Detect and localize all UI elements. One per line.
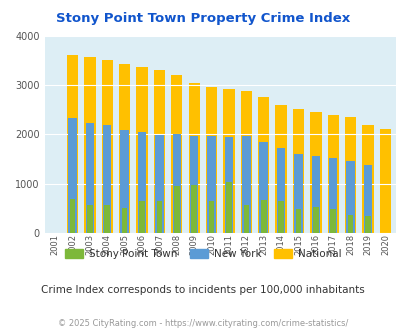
Bar xyxy=(243,205,249,233)
Bar xyxy=(103,125,111,233)
Bar xyxy=(241,136,250,233)
Bar xyxy=(153,70,165,233)
Bar xyxy=(294,154,302,233)
Bar xyxy=(362,125,373,233)
Bar xyxy=(240,91,252,233)
Bar xyxy=(155,135,163,233)
Bar xyxy=(208,201,214,233)
Bar xyxy=(122,208,127,233)
Bar xyxy=(328,157,337,233)
Bar xyxy=(101,60,113,233)
Bar xyxy=(379,129,390,233)
Bar xyxy=(104,205,110,233)
Bar xyxy=(137,132,146,233)
Bar xyxy=(136,67,147,233)
Bar xyxy=(119,64,130,233)
Bar xyxy=(312,207,318,233)
Bar xyxy=(67,55,78,233)
Bar xyxy=(156,201,162,233)
Bar xyxy=(207,136,215,233)
Bar xyxy=(223,89,234,233)
Bar xyxy=(224,137,232,233)
Text: © 2025 CityRating.com - https://www.cityrating.com/crime-statistics/: © 2025 CityRating.com - https://www.city… xyxy=(58,319,347,328)
Bar xyxy=(226,182,231,233)
Bar xyxy=(347,215,353,233)
Bar xyxy=(191,185,196,233)
Bar xyxy=(85,123,94,233)
Bar xyxy=(120,130,128,233)
Bar xyxy=(363,165,371,233)
Bar xyxy=(258,97,269,233)
Bar xyxy=(344,117,356,233)
Bar xyxy=(364,216,370,233)
Bar xyxy=(190,136,198,233)
Bar xyxy=(292,110,303,233)
Bar xyxy=(311,156,319,233)
Bar xyxy=(84,57,95,233)
Bar xyxy=(171,75,182,233)
Legend: Stony Point Town, New York, National: Stony Point Town, New York, National xyxy=(60,245,345,263)
Bar xyxy=(139,201,145,233)
Bar xyxy=(205,87,217,233)
Text: Stony Point Town Property Crime Index: Stony Point Town Property Crime Index xyxy=(56,12,349,24)
Bar xyxy=(87,205,92,233)
Bar xyxy=(345,161,354,233)
Bar xyxy=(275,105,286,233)
Bar xyxy=(327,115,338,233)
Bar xyxy=(70,199,75,233)
Bar xyxy=(173,185,179,233)
Bar xyxy=(259,142,267,233)
Bar xyxy=(172,135,181,233)
Bar xyxy=(276,148,285,233)
Bar xyxy=(277,201,283,233)
Bar xyxy=(260,200,266,233)
Text: Crime Index corresponds to incidents per 100,000 inhabitants: Crime Index corresponds to incidents per… xyxy=(41,285,364,295)
Bar xyxy=(68,118,77,233)
Bar xyxy=(188,83,199,233)
Bar xyxy=(295,209,301,233)
Bar xyxy=(330,209,335,233)
Bar xyxy=(309,112,321,233)
